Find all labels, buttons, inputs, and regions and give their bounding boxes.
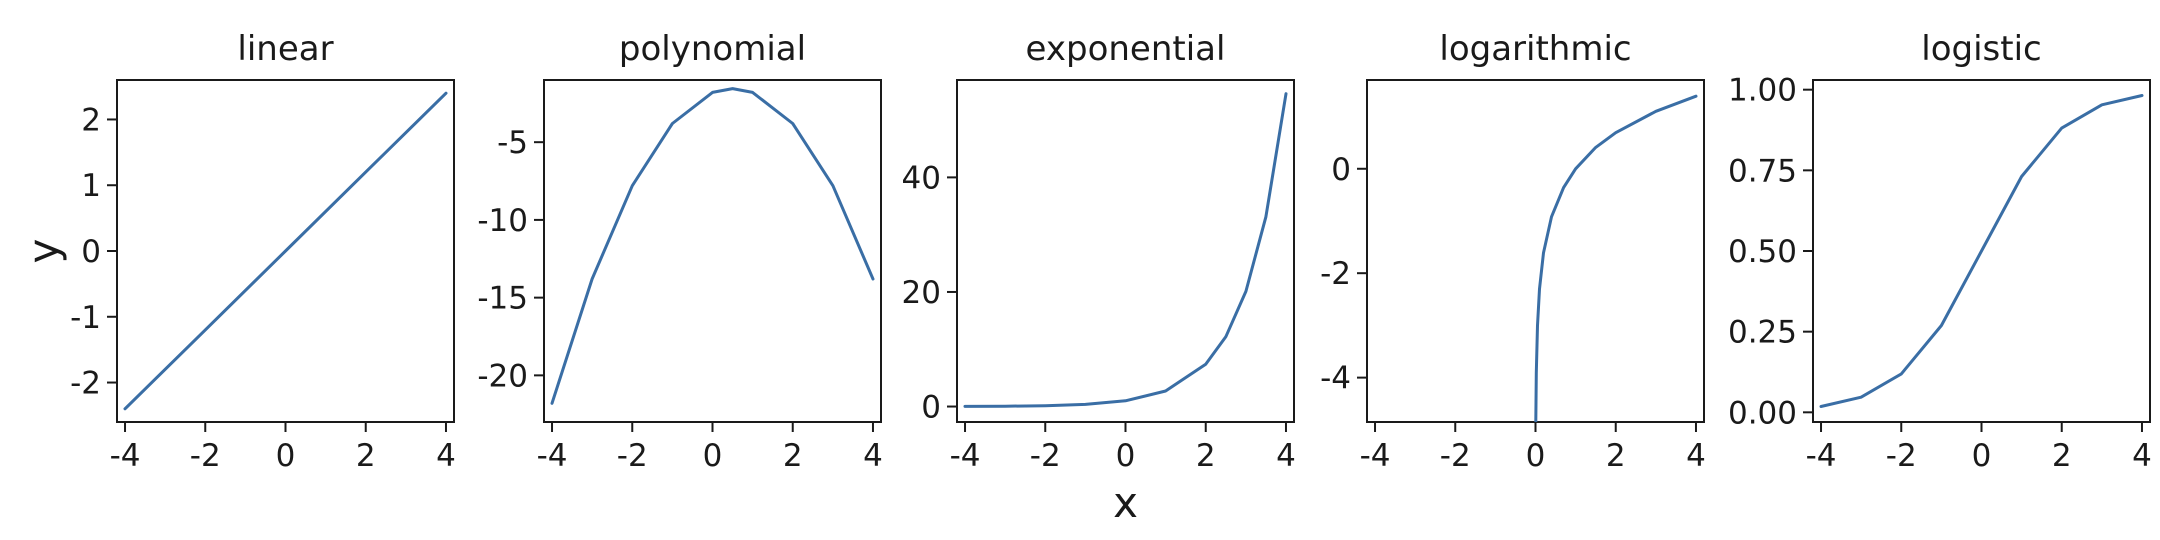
y-tick-label: 1 xyxy=(81,168,101,204)
x-tick-label: -2 xyxy=(190,438,221,474)
x-tick-label: 4 xyxy=(2132,438,2152,474)
x-tick-label: -2 xyxy=(1440,438,1471,474)
y-tick-label: 0 xyxy=(1331,152,1351,188)
series-line xyxy=(963,92,1288,408)
panel-title: logistic xyxy=(1921,29,2041,69)
panel-logistic: logistic -4 -2 0 2 4 0.00 0.25 0.50 0.75 1.00 xyxy=(1728,29,2152,474)
x-tick-label: 0 xyxy=(276,438,296,474)
y-tick-label: 0.50 xyxy=(1728,234,1797,270)
y-tick-label: 20 xyxy=(902,275,941,311)
y-tick-label: -1 xyxy=(70,300,101,336)
x-tick-label: 4 xyxy=(863,438,883,474)
x-tick-label: 2 xyxy=(783,438,803,474)
y-tick-label: -2 xyxy=(1320,256,1351,292)
x-axis-label: x xyxy=(1113,478,1138,527)
series-line xyxy=(1819,94,2144,408)
x-tick-label: 4 xyxy=(1686,438,1706,474)
x-tick-label: 0 xyxy=(703,438,723,474)
panel-logarithmic: logarithmic -4 -2 0 2 4 -4 -2 0 xyxy=(1320,29,1706,474)
y-tick-label: -4 xyxy=(1320,361,1351,397)
x-tick-label: 4 xyxy=(1276,438,1296,474)
y-tick-label: -10 xyxy=(477,203,528,239)
x-tick-label: 0 xyxy=(1116,438,1136,474)
x-tick-label: -2 xyxy=(617,438,648,474)
y-tick-label: 1.00 xyxy=(1728,73,1797,109)
panel-polynomial: polynomial-4 -2 0 2 4-20-15-10-5 xyxy=(477,29,882,474)
series-line xyxy=(123,91,448,411)
x-tick-label: -4 xyxy=(1360,438,1391,474)
x-tick-label: 0 xyxy=(1526,438,1546,474)
y-tick-label: 0.25 xyxy=(1728,315,1797,351)
series-line xyxy=(550,87,875,405)
y-tick-label: -2 xyxy=(70,366,101,402)
x-tick-label: 2 xyxy=(1606,438,1626,474)
plot-frame xyxy=(543,79,882,423)
x-tick-label: -4 xyxy=(537,438,568,474)
x-tick-label: 4 xyxy=(436,438,456,474)
panel-title: logarithmic xyxy=(1439,29,1631,69)
y-tick-label: -5 xyxy=(497,125,528,161)
x-tick-label: -4 xyxy=(110,438,141,474)
panel-title: linear xyxy=(237,29,333,69)
y-axis-label: y xyxy=(19,239,68,264)
panel-title: polynomial xyxy=(619,29,806,69)
x-tick-label: -2 xyxy=(1030,438,1061,474)
x-tick-label: 0 xyxy=(1972,438,1992,474)
x-tick-label: -2 xyxy=(1886,438,1917,474)
y-tick-label: 2 xyxy=(81,102,101,138)
y-tick-label: 0.00 xyxy=(1728,395,1797,431)
y-tick-label: 0 xyxy=(921,390,941,426)
x-tick-label: 2 xyxy=(1196,438,1216,474)
x-tick-label: 2 xyxy=(2052,438,2072,474)
y-tick-label: 0.75 xyxy=(1728,153,1797,189)
plot-frame xyxy=(956,79,1295,423)
y-tick-label: -15 xyxy=(477,281,528,317)
y-tick-label: -20 xyxy=(477,358,528,394)
y-tick-label: 40 xyxy=(902,160,941,196)
panel-title: exponential xyxy=(1026,29,1226,69)
x-tick-label: 2 xyxy=(356,438,376,474)
y-tick-label: 0 xyxy=(81,234,101,270)
x-tick-label: -4 xyxy=(1806,438,1837,474)
series-line xyxy=(1534,94,1698,422)
x-tick-label: -4 xyxy=(950,438,981,474)
